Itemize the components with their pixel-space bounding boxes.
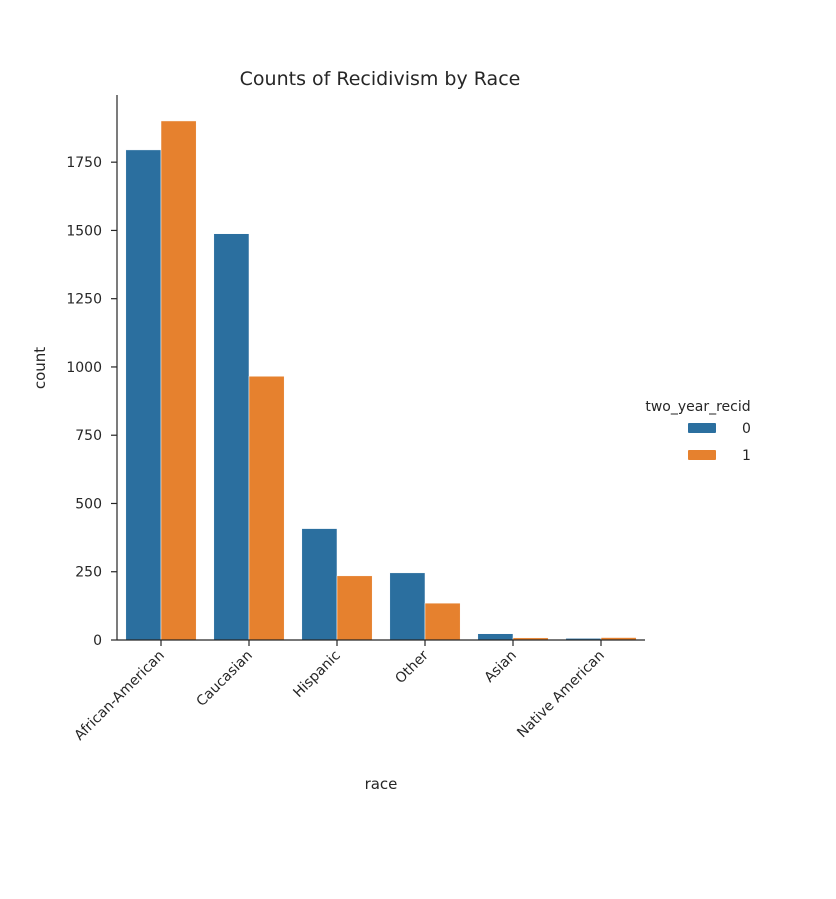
- x-tick-label: Hispanic: [290, 648, 343, 701]
- x-tick-label: Caucasian: [194, 648, 256, 710]
- bar-caucasian-series-0: [213, 233, 250, 641]
- x-axis-label: race: [365, 775, 398, 793]
- bar-hispanic-series-1: [336, 575, 373, 641]
- legend-title: two_year_recid: [645, 399, 750, 415]
- bar-african-american-series-1: [160, 120, 197, 641]
- y-ticks-group: 0 250 500 750 1000 1250 1500 1750: [66, 155, 117, 649]
- bar-african-american-series-0: [125, 149, 162, 641]
- y-tick-label: 1750: [66, 155, 102, 171]
- y-tick-label: 1250: [66, 292, 102, 308]
- legend-swatch-0: [688, 423, 716, 433]
- legend: two_year_recid 0 1: [645, 399, 751, 464]
- x-ticks-group: African-American Caucasian Hispanic Other As…: [72, 640, 608, 744]
- bar-other-series-1: [424, 602, 461, 641]
- bar-other-series-0: [389, 572, 426, 641]
- bar-caucasian-series-1: [248, 375, 285, 641]
- bar-asian-series-0: [477, 633, 514, 641]
- legend-swatch-1: [688, 450, 716, 460]
- y-tick-label: 750: [75, 428, 102, 444]
- y-tick-label: 1000: [66, 360, 102, 376]
- y-tick-label: 0: [93, 633, 102, 649]
- y-tick-label: 250: [75, 565, 102, 581]
- x-tick-label: Native American: [514, 648, 608, 742]
- x-tick-label: Other: [392, 647, 432, 687]
- legend-label-0: 0: [742, 421, 751, 437]
- x-tick-label: Asian: [481, 648, 519, 686]
- x-tick-label: African-American: [72, 648, 168, 744]
- bars-group: [125, 120, 637, 641]
- legend-label-1: 1: [742, 448, 751, 464]
- bar-hispanic-series-0: [301, 528, 338, 641]
- y-tick-label: 1500: [66, 223, 102, 239]
- y-tick-label: 500: [75, 496, 102, 512]
- chart-title: Counts of Recidivism by Race: [240, 68, 521, 90]
- y-axis-label: count: [31, 347, 49, 389]
